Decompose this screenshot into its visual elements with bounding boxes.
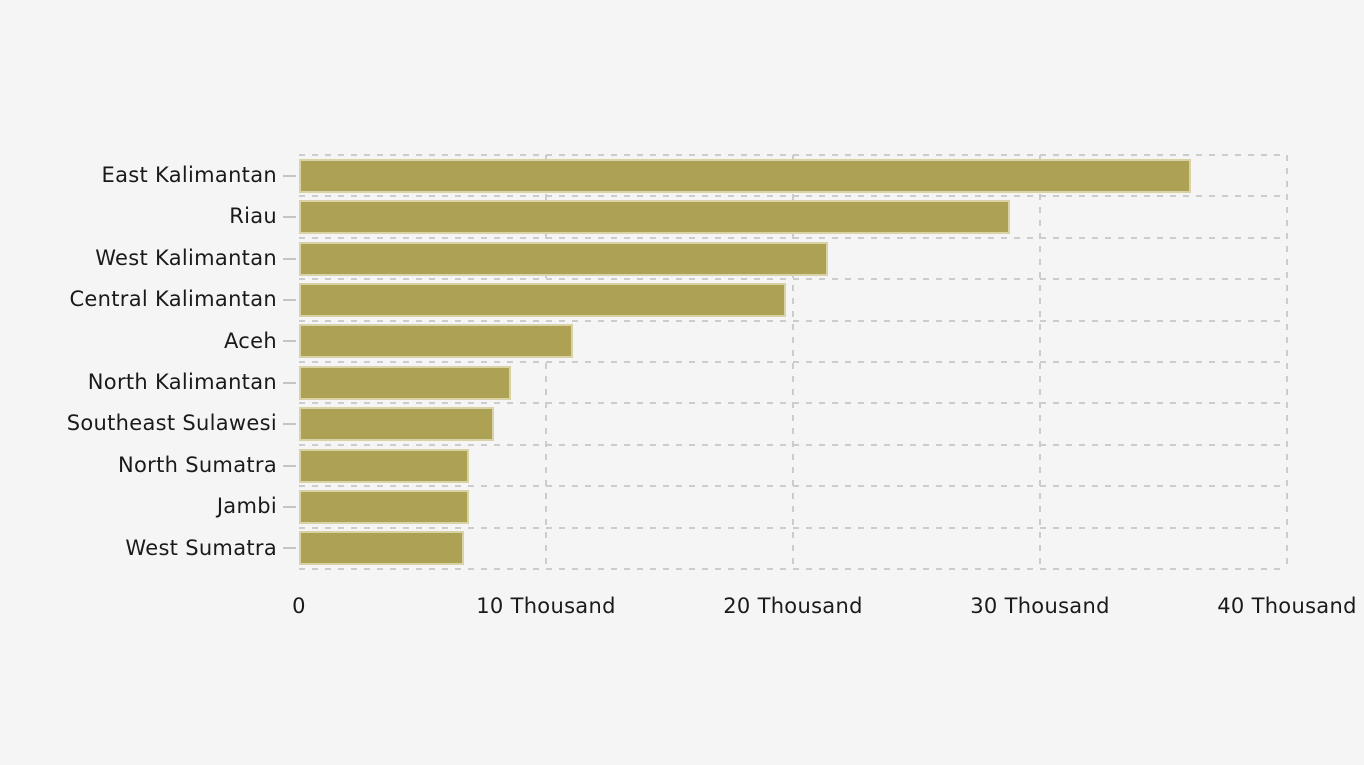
- bar-riau: [299, 200, 1011, 235]
- y-axis-tick: [283, 423, 296, 426]
- y-axis-label-jambi: Jambi: [216, 494, 277, 519]
- y-axis-tick: [283, 381, 296, 384]
- gridline-vertical: [792, 155, 794, 569]
- bar-north-sumatra: [299, 448, 470, 483]
- bar-east-kalimantan: [299, 158, 1191, 193]
- y-axis-label-aceh: Aceh: [224, 328, 277, 353]
- y-axis-label-west-kalimantan: West Kalimantan: [95, 245, 277, 270]
- x-axis-label-0: 0: [292, 594, 306, 618]
- y-axis-label-west-sumatra: West Sumatra: [125, 535, 277, 560]
- y-axis-label-north-kalimantan: North Kalimantan: [87, 370, 277, 394]
- y-axis-tick: [283, 464, 296, 467]
- y-axis-label-southeast-sulawesi: Southeast Sulawesi: [66, 411, 277, 436]
- x-axis-label-10-thousand: 10 Thousand: [476, 594, 616, 618]
- bar-west-sumatra: [299, 531, 465, 566]
- bar-central-kalimantan: [299, 282, 786, 317]
- bar-west-kalimantan: [299, 241, 828, 276]
- y-axis-tick: [283, 174, 296, 177]
- gridline-vertical: [1286, 155, 1288, 569]
- gridline-vertical: [1039, 155, 1041, 569]
- bar-jambi: [299, 489, 470, 524]
- y-axis-tick: [283, 505, 296, 508]
- y-axis-tick: [283, 547, 296, 550]
- x-axis-label-30-thousand: 30 Thousand: [970, 594, 1110, 618]
- y-axis-label-central-kalimantan: Central Kalimantan: [69, 287, 277, 312]
- y-axis-label-east-kalimantan: East Kalimantan: [101, 163, 277, 187]
- x-axis-label-20-thousand: 20 Thousand: [723, 594, 863, 618]
- y-axis-label-north-sumatra: North Sumatra: [117, 452, 277, 477]
- gridline-horizontal: [299, 568, 1287, 570]
- plot-area: [299, 154, 1288, 570]
- y-axis-tick: [283, 216, 296, 219]
- x-axis-label-40-thousand: 40 Thousand: [1217, 594, 1357, 618]
- y-axis-tick: [283, 257, 296, 260]
- y-axis-label-riau: Riau: [229, 204, 277, 229]
- y-axis-tick: [283, 298, 296, 301]
- gridline-vertical: [545, 155, 547, 569]
- bar-north-kalimantan: [299, 365, 512, 400]
- y-axis-tick: [283, 340, 296, 343]
- bar-aceh: [299, 324, 574, 359]
- bar-southeast-sulawesi: [299, 407, 495, 442]
